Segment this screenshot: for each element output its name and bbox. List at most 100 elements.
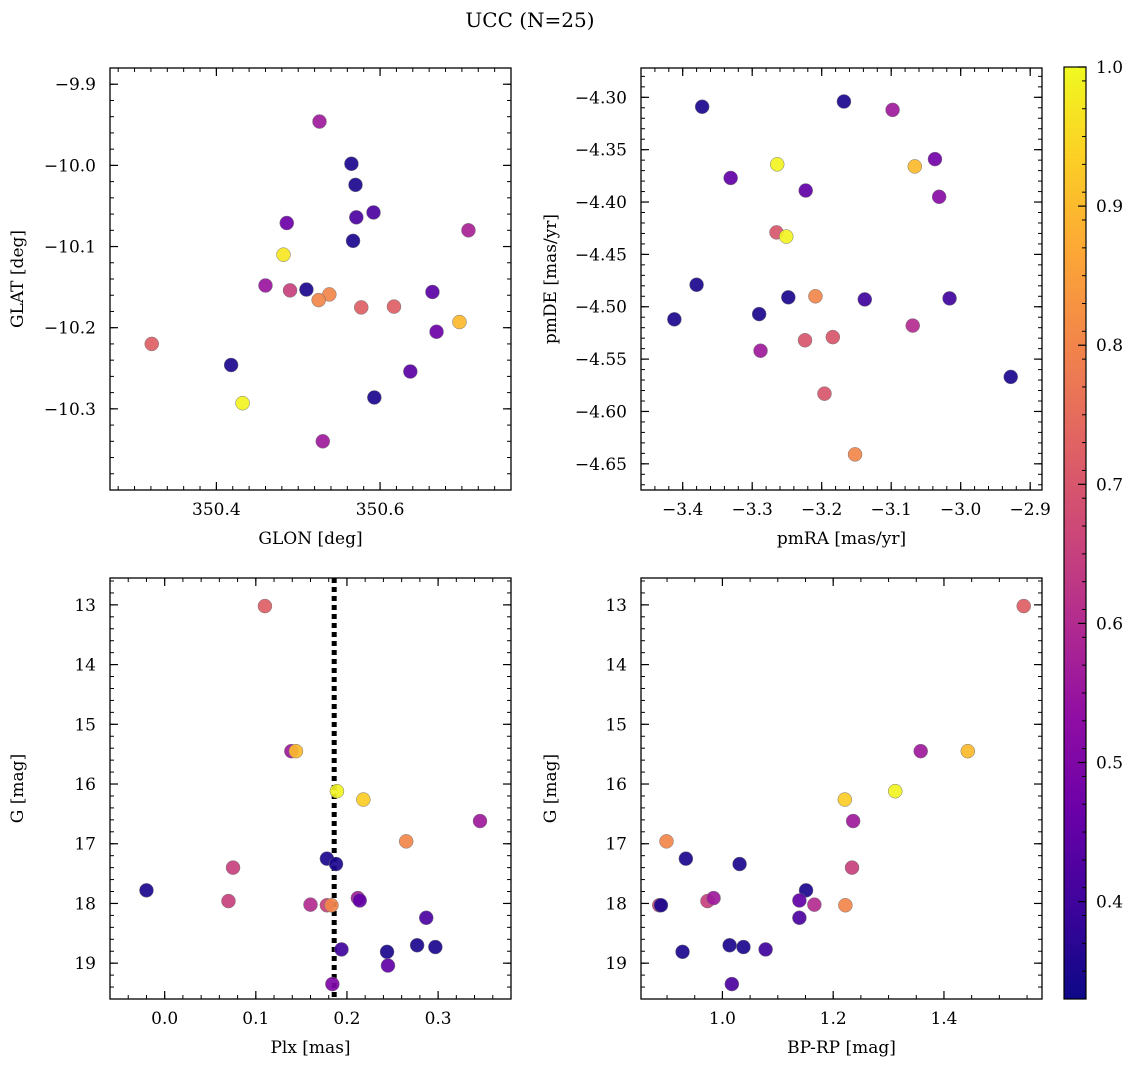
x-tick-label: 350.6 <box>356 500 405 520</box>
scatter-point <box>931 189 947 205</box>
y-tick-label: 13 <box>74 596 96 616</box>
x-tick-label: 1.0 <box>709 1009 736 1029</box>
scatter-point <box>352 893 367 908</box>
scatter-point <box>817 386 832 401</box>
scatter-point <box>675 944 690 960</box>
scatter-point <box>428 939 443 955</box>
scatter-point <box>913 743 928 759</box>
scatter-point <box>367 390 382 405</box>
scatter-point <box>144 336 159 352</box>
colorbar-tick-label: 0.9 <box>1096 197 1123 217</box>
axes-frame <box>109 67 512 491</box>
axes-frame <box>640 67 1043 491</box>
y-tick-label: −4.30 <box>575 88 627 108</box>
scatter-point <box>398 834 414 849</box>
scatter-point <box>798 183 813 198</box>
scatter-point <box>379 944 395 960</box>
scatter-point <box>960 743 976 759</box>
scatter-point <box>845 813 861 829</box>
scatter-point <box>907 159 923 174</box>
scatter-point <box>758 942 773 957</box>
y-tick-label: 17 <box>605 835 627 855</box>
axes-frame <box>640 577 1043 1000</box>
scatter-point <box>778 229 794 244</box>
scatter-point <box>403 364 418 379</box>
y-tick-label: −4.55 <box>575 350 627 370</box>
x-tick-label: 0.0 <box>151 1009 178 1029</box>
scatter-point <box>348 177 363 193</box>
scatter-point <box>139 883 154 898</box>
scatter-point <box>844 860 860 875</box>
scatter-point <box>345 233 361 249</box>
scatter-point <box>312 114 327 129</box>
x-tick-label: 0.3 <box>425 1009 452 1029</box>
scatter-point <box>885 102 900 118</box>
scatter-panel-1: 350.4 350.6 −10.3 −10.2 −10.1 −10.0 −9.9 GLON [… <box>8 67 512 549</box>
colorbar-gradient <box>1063 66 1087 1000</box>
scatter-point <box>386 299 402 314</box>
scatter-point <box>344 156 359 172</box>
y-tick-label: −4.45 <box>575 245 627 265</box>
scatter-point <box>279 215 295 231</box>
y-axis-label: GLAT [deg] <box>8 230 28 328</box>
scatter-point <box>825 329 841 345</box>
y-tick-label: 18 <box>605 894 627 914</box>
scatter-point <box>722 938 737 953</box>
y-tick-label: 13 <box>605 596 627 616</box>
scatter-panel-3: 0.0 0.1 0.2 0.3 13 14 15 16 17 18 19 Plx [mas] G [ma… <box>8 577 512 1058</box>
axes-frame <box>109 577 512 1000</box>
scatter-point <box>353 300 369 315</box>
scatter-point <box>792 910 807 926</box>
scatter-point <box>409 938 425 953</box>
scatter-point <box>751 306 767 322</box>
x-tick-label: 0.2 <box>333 1009 360 1029</box>
x-tick-label: −3.4 <box>662 500 703 520</box>
y-tick-label: −10.1 <box>44 238 96 258</box>
scatter-point <box>418 910 434 926</box>
scatter-point <box>425 284 440 300</box>
scatter-point <box>288 743 304 759</box>
scatter-point <box>724 976 740 992</box>
y-tick-label: −4.60 <box>575 402 627 422</box>
y-tick-label: −9.9 <box>55 75 96 95</box>
x-axis-label: Plx [mas] <box>270 1038 350 1058</box>
y-tick-label: 15 <box>74 715 96 735</box>
y-tick-label: −10.2 <box>44 319 96 339</box>
scatter-point <box>847 447 863 462</box>
scatter-point <box>808 289 823 304</box>
scatter-point <box>225 860 241 875</box>
scatter-point <box>299 282 314 297</box>
scatter-point <box>380 958 396 973</box>
scatter-point <box>235 395 250 411</box>
scatter-point <box>356 792 371 807</box>
scatter-point <box>315 434 331 449</box>
figure-title: UCC (N=25) <box>465 8 594 32</box>
scatter-point <box>223 357 239 373</box>
scatter-point <box>736 939 751 955</box>
y-tick-label: 14 <box>605 656 627 676</box>
colorbar-tick-label: 1.0 <box>1096 58 1123 78</box>
scatter-point <box>329 783 345 799</box>
scatter-point <box>667 312 682 327</box>
scatter-point <box>452 314 467 330</box>
x-tick-label: −3.0 <box>940 500 981 520</box>
scatter-panel-2: −3.4 −3.3 −3.2 −3.1 −3.0 −2.9 −4.65 −4.60 −4.55 −… <box>541 67 1051 549</box>
y-tick-label: 16 <box>605 775 627 795</box>
scatter-point <box>942 291 957 306</box>
colorbar-tick-label: 0.5 <box>1096 754 1123 774</box>
scatter-point <box>807 897 822 912</box>
scatter-point <box>797 333 813 348</box>
scatter-point <box>723 170 738 186</box>
scatter-point <box>349 210 364 225</box>
x-axis-label: pmRA [mas/yr] <box>777 529 906 549</box>
y-tick-label: 18 <box>74 894 96 914</box>
colorbar-tick-label: 0.7 <box>1096 475 1123 495</box>
x-tick-label: −3.1 <box>871 500 912 520</box>
scatter-panel-4: 1.0 1.2 1.4 13 14 15 16 17 18 19 BP-RP [mag] G [mag… <box>541 577 1043 1058</box>
scatter-point <box>334 942 349 957</box>
scatter-point <box>838 897 853 913</box>
scatter-point <box>282 283 298 298</box>
x-tick-label: 350.4 <box>192 500 241 520</box>
colorbar-tick-label: 0.6 <box>1096 614 1123 634</box>
